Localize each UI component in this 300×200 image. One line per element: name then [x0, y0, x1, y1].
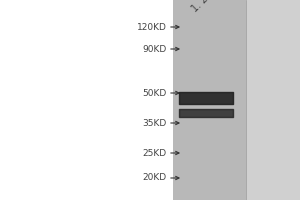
Bar [172, 0, 246, 200]
Text: 25KD: 25KD [142, 148, 167, 158]
Text: 50KD: 50KD [142, 88, 166, 98]
Text: 90KD: 90KD [142, 45, 166, 53]
Text: 20KD: 20KD [142, 173, 167, 182]
Bar [246, 0, 300, 200]
Text: 35KD: 35KD [142, 118, 166, 128]
Text: 1. 25μg: 1. 25μg [190, 0, 224, 14]
Text: 120KD: 120KD [136, 22, 166, 31]
